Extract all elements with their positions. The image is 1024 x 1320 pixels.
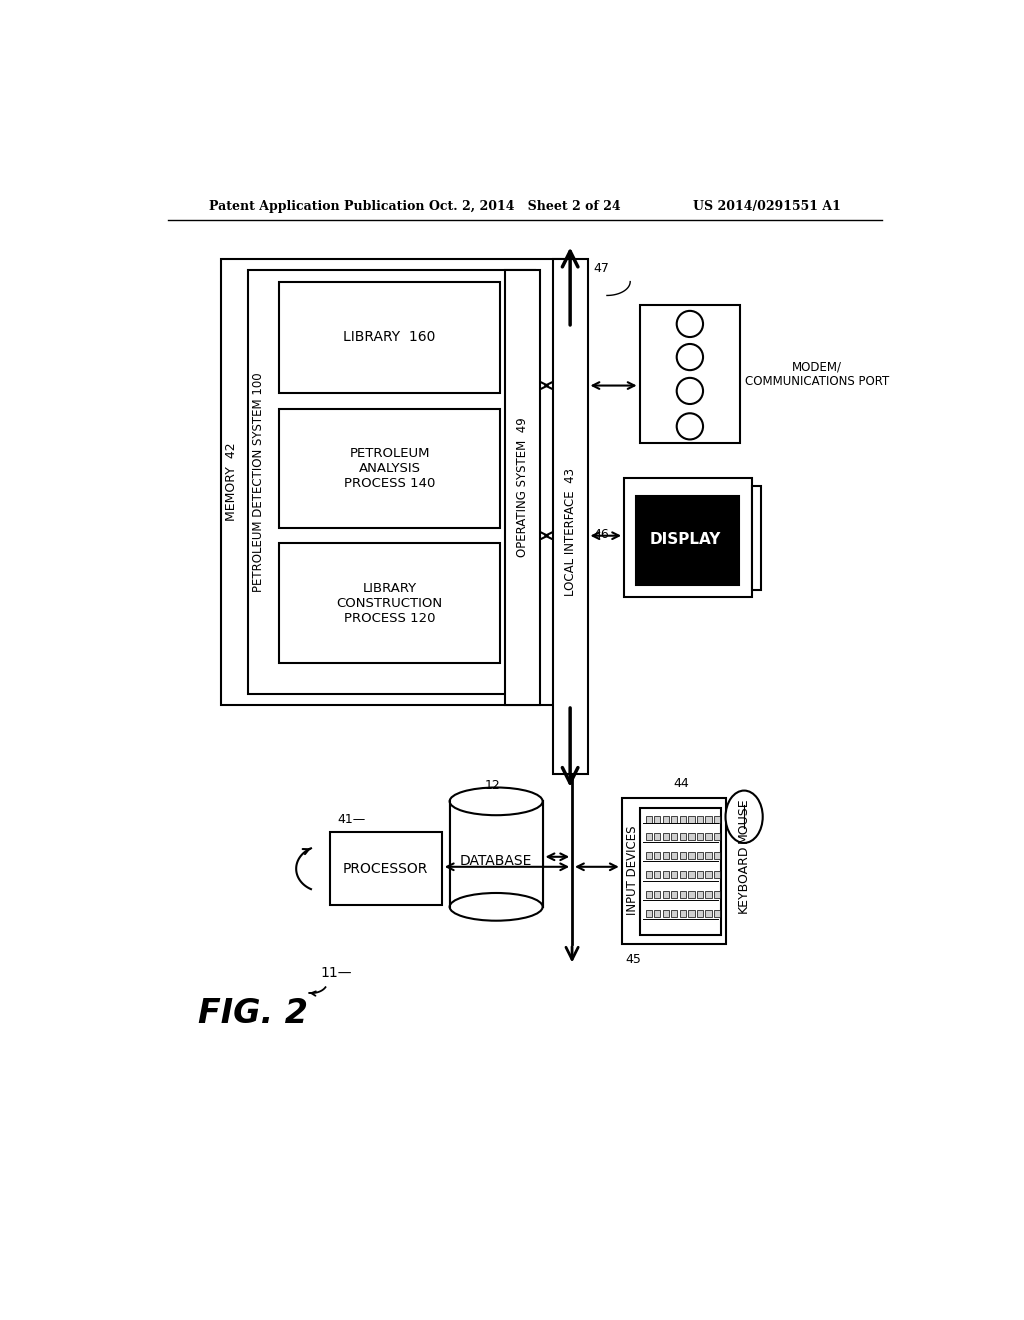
Text: PETROLEUM DETECTION SYSTEM 100: PETROLEUM DETECTION SYSTEM 100 xyxy=(253,372,265,591)
Text: MOUSE: MOUSE xyxy=(737,797,750,843)
Bar xyxy=(706,833,712,840)
Bar xyxy=(714,891,720,898)
Bar xyxy=(663,909,669,917)
Bar xyxy=(450,801,543,907)
Text: MEMORY  42: MEMORY 42 xyxy=(225,442,239,521)
Bar xyxy=(646,833,652,840)
Ellipse shape xyxy=(726,791,763,843)
Bar xyxy=(672,909,678,917)
Text: 44: 44 xyxy=(674,776,689,789)
Bar xyxy=(680,853,686,859)
Bar xyxy=(672,833,678,840)
Bar xyxy=(248,271,535,693)
Bar xyxy=(706,816,712,822)
Ellipse shape xyxy=(450,892,543,921)
Bar xyxy=(680,909,686,917)
Bar xyxy=(714,853,720,859)
Bar xyxy=(646,853,652,859)
Bar xyxy=(706,871,712,878)
Text: PROCESSOR: PROCESSOR xyxy=(343,862,428,875)
Bar xyxy=(663,816,669,822)
Text: LIBRARY  160: LIBRARY 160 xyxy=(343,330,436,345)
Bar xyxy=(640,808,721,935)
Bar xyxy=(654,891,660,898)
Text: 11—: 11— xyxy=(321,966,351,979)
Bar xyxy=(654,909,660,917)
Bar xyxy=(636,496,739,585)
Text: OPERATING SYSTEM  49: OPERATING SYSTEM 49 xyxy=(516,417,529,557)
Bar xyxy=(714,833,720,840)
Bar xyxy=(688,871,694,878)
Bar xyxy=(714,871,720,878)
Text: 45: 45 xyxy=(626,953,641,966)
Text: 46: 46 xyxy=(594,528,609,541)
Bar xyxy=(714,909,720,917)
Text: US 2014/0291551 A1: US 2014/0291551 A1 xyxy=(693,199,841,213)
Bar xyxy=(697,853,703,859)
Text: DATABASE: DATABASE xyxy=(460,854,532,869)
Bar xyxy=(622,797,726,944)
Bar xyxy=(680,891,686,898)
Bar xyxy=(697,871,703,878)
Bar xyxy=(688,891,694,898)
Bar xyxy=(672,853,678,859)
Bar xyxy=(663,833,669,840)
Text: KEYBOARD: KEYBOARD xyxy=(737,843,750,912)
Bar xyxy=(697,891,703,898)
Bar xyxy=(672,871,678,878)
Bar xyxy=(663,853,669,859)
Bar xyxy=(663,871,669,878)
Bar xyxy=(654,871,660,878)
Bar xyxy=(752,486,761,590)
Bar xyxy=(624,478,752,598)
Ellipse shape xyxy=(450,788,543,816)
Bar xyxy=(680,871,686,878)
Bar xyxy=(646,891,652,898)
Text: Oct. 2, 2014   Sheet 2 of 24: Oct. 2, 2014 Sheet 2 of 24 xyxy=(429,199,621,213)
Bar xyxy=(688,909,694,917)
Bar xyxy=(706,853,712,859)
Text: 41—: 41— xyxy=(337,813,366,826)
Bar xyxy=(680,816,686,822)
Bar xyxy=(714,816,720,822)
Bar xyxy=(280,281,500,393)
Bar xyxy=(646,816,652,822)
Text: LOCAL INTERFACE  43: LOCAL INTERFACE 43 xyxy=(563,467,577,595)
Bar xyxy=(646,909,652,917)
Bar xyxy=(654,833,660,840)
Text: LIBRARY
CONSTRUCTION
PROCESS 120: LIBRARY CONSTRUCTION PROCESS 120 xyxy=(337,582,442,624)
Text: MODEM/
COMMUNICATIONS PORT: MODEM/ COMMUNICATIONS PORT xyxy=(744,360,889,388)
Bar xyxy=(697,909,703,917)
Bar xyxy=(688,853,694,859)
Bar xyxy=(553,259,588,775)
Bar xyxy=(680,833,686,840)
Text: FIG. 2: FIG. 2 xyxy=(198,997,308,1030)
Bar xyxy=(654,853,660,859)
Text: DISPLAY: DISPLAY xyxy=(649,532,721,546)
Bar xyxy=(330,832,442,906)
Bar xyxy=(672,891,678,898)
Bar xyxy=(688,816,694,822)
Bar xyxy=(697,816,703,822)
Text: PETROLEUM
ANALYSIS
PROCESS 140: PETROLEUM ANALYSIS PROCESS 140 xyxy=(344,447,435,490)
Bar xyxy=(280,544,500,663)
Bar xyxy=(663,891,669,898)
Bar xyxy=(221,259,573,705)
Bar xyxy=(697,833,703,840)
Text: INPUT DEVICES: INPUT DEVICES xyxy=(626,826,639,915)
Bar xyxy=(706,891,712,898)
Bar xyxy=(280,409,500,528)
Bar xyxy=(672,816,678,822)
Bar xyxy=(646,871,652,878)
Bar xyxy=(506,271,541,705)
Bar xyxy=(688,833,694,840)
Text: 47: 47 xyxy=(594,263,609,276)
Bar xyxy=(706,909,712,917)
Bar xyxy=(654,816,660,822)
Text: 12: 12 xyxy=(484,779,500,792)
Text: Patent Application Publication: Patent Application Publication xyxy=(209,199,425,213)
Bar xyxy=(640,305,740,444)
